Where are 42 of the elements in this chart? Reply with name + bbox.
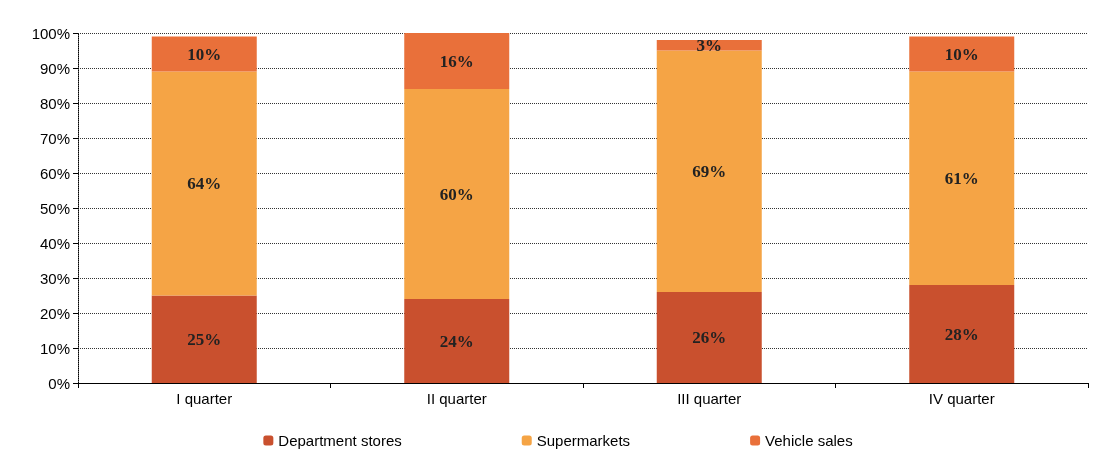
data-label: 25% [187,329,222,349]
bar [404,299,510,383]
data-label: 10% [944,44,979,64]
y-tick-label: 40% [39,234,70,252]
bar [404,33,510,89]
data-label: 28% [944,324,979,344]
x-tick-label: IV quarter [928,390,995,407]
legend-label: Department stores [278,432,402,449]
bar [909,36,1015,72]
y-tick-label: 90% [39,59,70,77]
bar [404,89,510,299]
x-tick-label: II quarter [426,390,487,407]
bar [909,285,1015,383]
y-tick-label: 80% [39,94,70,112]
data-label: 60% [439,184,474,204]
data-label: 24% [439,331,474,351]
data-label: 10% [187,44,222,64]
y-tick-label: 10% [39,339,70,357]
bar [151,36,257,72]
y-tick-label: 50% [39,199,70,217]
data-label: 3% [696,35,722,55]
y-tick-label: 0% [48,374,70,392]
legend-label: Supermarkets [536,432,631,449]
bar [151,71,257,296]
data-label: 26% [692,328,727,347]
data-label: 61% [944,168,979,188]
bar [151,295,257,383]
y-tick-label: 70% [39,129,70,147]
bar [909,71,1015,285]
y-tick-label: 30% [39,269,70,287]
x-tick-label: III quarter [677,390,742,407]
bar [656,292,762,383]
y-tick-label: 20% [39,304,70,322]
data-label: 64% [187,174,222,193]
data-label: 16% [439,51,474,71]
legend-label: Vehicle sales [765,432,853,449]
data-label: 69% [692,161,727,181]
bar [656,50,762,292]
x-tick-label: I quarter [176,390,233,407]
y-tick-label: 100% [31,24,70,42]
y-tick-label: 60% [39,164,70,182]
bar [656,40,762,51]
